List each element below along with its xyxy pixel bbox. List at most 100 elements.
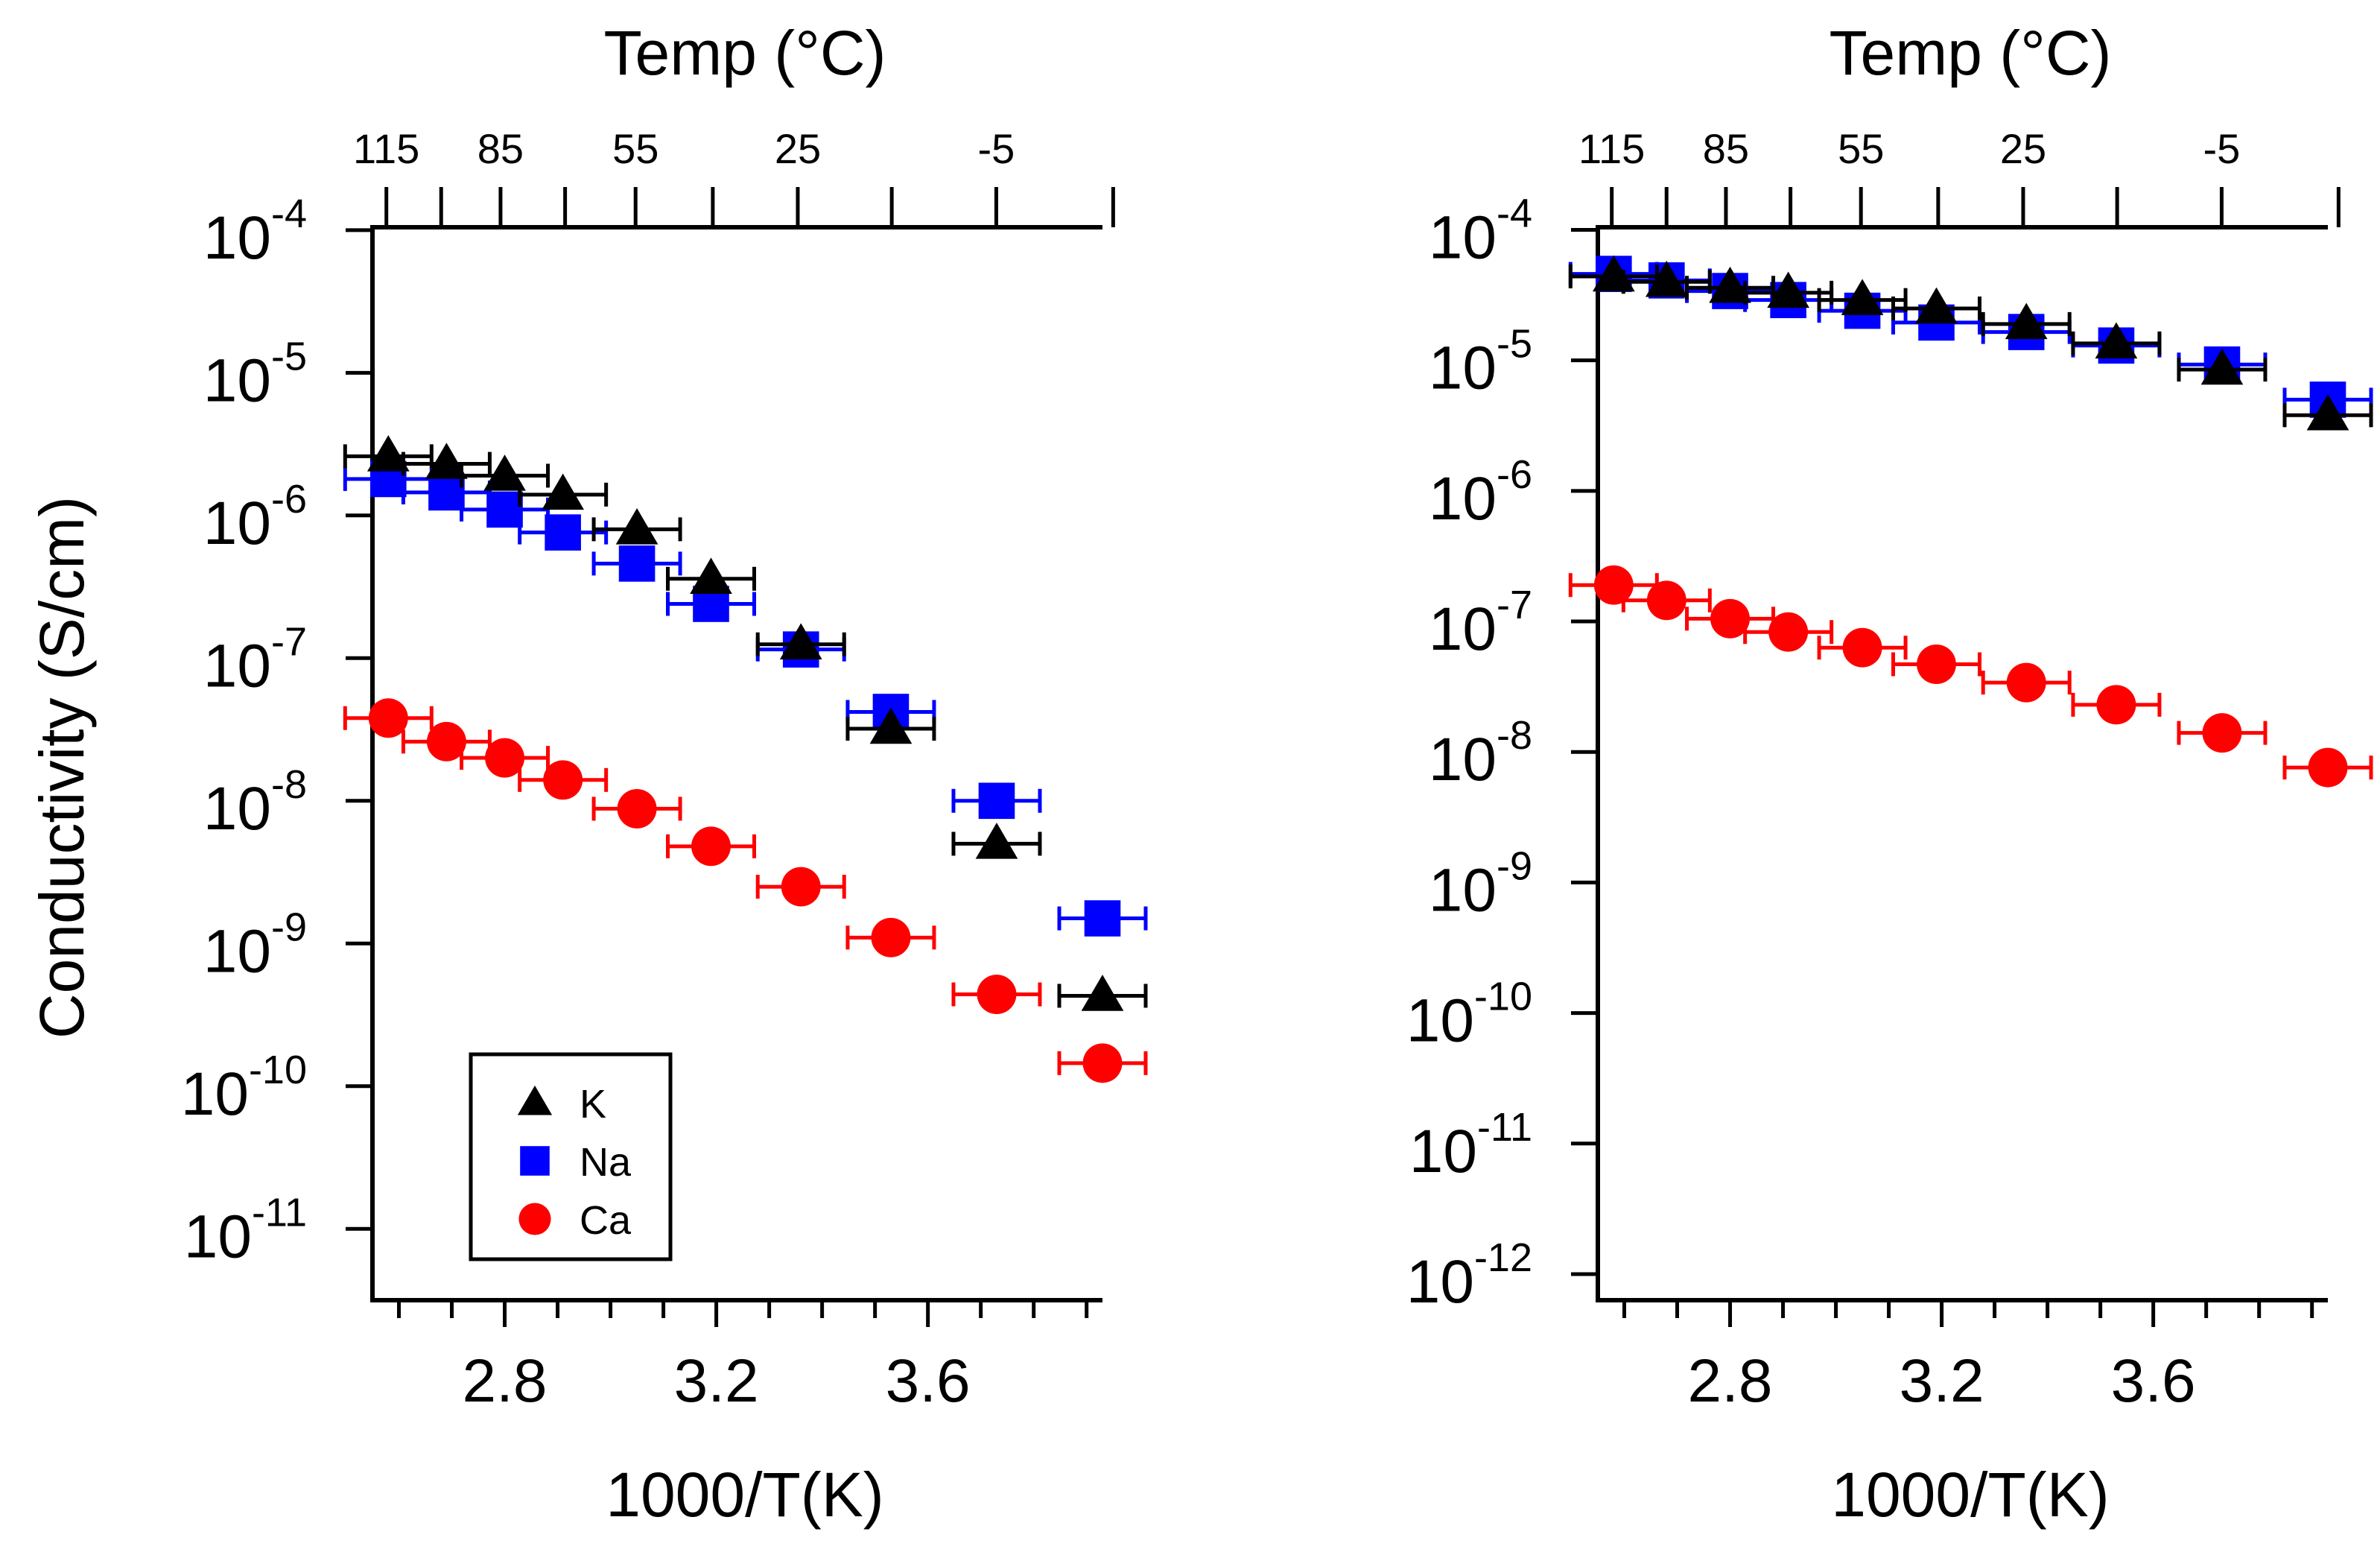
y-axis-title: Conductivity (S/cm) bbox=[27, 496, 97, 1039]
top-tick-label: 115 bbox=[353, 125, 419, 172]
y-tick-label: 10-4 bbox=[203, 191, 307, 272]
top-tick-label: 25 bbox=[775, 125, 821, 172]
legend: K Na Ca bbox=[469, 1052, 673, 1261]
y-tick-exponent: -7 bbox=[1497, 583, 1532, 627]
data-point-ca bbox=[426, 721, 466, 761]
y-tick-exponent: -11 bbox=[1477, 1105, 1532, 1150]
data-point-k bbox=[2306, 393, 2349, 431]
legend-marker-na bbox=[520, 1146, 550, 1176]
y-tick-exponent: -6 bbox=[271, 477, 307, 522]
y-tick-exponent: -12 bbox=[1474, 1235, 1532, 1280]
y-tick-label: 10-5 bbox=[1429, 322, 1532, 402]
y-tick-label: 10-9 bbox=[1429, 843, 1532, 924]
right-panel: 10-1210-1110-1010-910-810-710-610-510-42… bbox=[1406, 18, 2373, 1530]
y-tick-base: 10 bbox=[203, 917, 271, 985]
top-axis-title: Temp (°C) bbox=[1830, 18, 2112, 88]
y-tick-exponent: -8 bbox=[271, 762, 307, 807]
data-point-k bbox=[2005, 303, 2048, 340]
y-tick-base: 10 bbox=[181, 1060, 249, 1128]
top-axis-title: Temp (°C) bbox=[604, 18, 886, 88]
data-point-na bbox=[618, 545, 656, 582]
y-tick-base: 10 bbox=[1406, 1248, 1474, 1316]
data-point-k bbox=[366, 434, 410, 472]
y-tick-label: 10-8 bbox=[1429, 713, 1532, 794]
data-point-na bbox=[428, 474, 465, 511]
y-tick-exponent: -6 bbox=[1497, 452, 1532, 497]
y-tick-base: 10 bbox=[203, 775, 271, 843]
data-point-ca bbox=[2006, 662, 2046, 703]
data-point-ca bbox=[368, 698, 408, 738]
x-tick-label: 2.8 bbox=[463, 1347, 548, 1415]
y-tick-exponent: -9 bbox=[271, 905, 307, 949]
y-tick-exponent: -5 bbox=[1497, 322, 1532, 367]
series-na bbox=[343, 460, 1148, 937]
y-tick-base: 10 bbox=[1429, 465, 1497, 533]
y-tick-label: 10-6 bbox=[1429, 452, 1532, 533]
y-tick-exponent: -10 bbox=[1474, 975, 1532, 1019]
top-tick-label: 55 bbox=[1838, 125, 1884, 172]
legend-label: Na bbox=[580, 1140, 632, 1185]
y-tick-label: 10-11 bbox=[184, 1190, 307, 1270]
data-point-k bbox=[1645, 260, 1688, 297]
series-ca bbox=[343, 698, 1148, 1083]
x-tick-label: 3.2 bbox=[674, 1347, 759, 1415]
data-point-k bbox=[1841, 279, 1884, 315]
data-point-k bbox=[483, 455, 526, 491]
data-point-k bbox=[542, 473, 585, 510]
y-tick-exponent: -7 bbox=[271, 619, 307, 664]
y-tick-base: 10 bbox=[1429, 856, 1497, 924]
data-point-k bbox=[1709, 266, 1751, 303]
x-axis-title: 1000/T(K) bbox=[1831, 1460, 2110, 1530]
y-tick-label: 10-4 bbox=[1429, 191, 1532, 272]
data-point-k bbox=[975, 823, 1018, 859]
series-ca bbox=[1568, 565, 2373, 788]
x-tick-label: 3.6 bbox=[886, 1347, 971, 1415]
data-point-na bbox=[1084, 900, 1121, 937]
data-point-k bbox=[1915, 287, 1958, 324]
y-tick-label: 10-7 bbox=[1429, 583, 1532, 663]
data-point-ca bbox=[691, 826, 731, 867]
x-tick-label: 3.6 bbox=[2111, 1347, 2196, 1415]
legend-label: Ca bbox=[580, 1198, 632, 1243]
data-point-k bbox=[615, 508, 659, 545]
y-tick-base: 10 bbox=[1429, 595, 1497, 663]
y-tick-exponent: -4 bbox=[1497, 191, 1532, 236]
data-point-ca bbox=[1082, 1043, 1123, 1083]
data-point-k bbox=[2095, 322, 2138, 359]
data-point-ca bbox=[781, 867, 821, 907]
y-tick-label: 10-9 bbox=[203, 905, 307, 985]
top-tick-label: -5 bbox=[2203, 125, 2241, 172]
y-tick-base: 10 bbox=[1429, 204, 1497, 272]
data-point-k bbox=[1767, 271, 1810, 308]
series-k bbox=[1568, 255, 2373, 431]
data-point-ca bbox=[871, 917, 911, 957]
data-point-ca bbox=[485, 738, 524, 778]
data-point-na bbox=[486, 491, 523, 528]
legend-label: K bbox=[580, 1082, 606, 1127]
top-tick-label: -5 bbox=[978, 125, 1015, 172]
y-tick-base: 10 bbox=[184, 1203, 252, 1270]
y-tick-base: 10 bbox=[203, 632, 271, 700]
y-tick-base: 10 bbox=[203, 204, 271, 272]
y-tick-base: 10 bbox=[203, 490, 271, 557]
data-point-ca bbox=[1917, 645, 1956, 684]
y-tick-label: 10-7 bbox=[203, 619, 307, 700]
y-tick-exponent: -9 bbox=[1497, 843, 1532, 888]
data-point-k bbox=[425, 443, 468, 479]
y-tick-base: 10 bbox=[1429, 726, 1497, 794]
top-tick-label: 85 bbox=[1703, 125, 1749, 172]
data-point-k bbox=[779, 623, 822, 659]
y-tick-exponent: -11 bbox=[252, 1190, 307, 1235]
x-tick-label: 2.8 bbox=[1688, 1347, 1773, 1415]
y-tick-base: 10 bbox=[1406, 987, 1474, 1055]
data-point-k bbox=[869, 707, 913, 744]
top-tick-label: 115 bbox=[1578, 125, 1645, 172]
y-tick-exponent: -10 bbox=[249, 1048, 307, 1092]
top-tick-label: 25 bbox=[2000, 125, 2046, 172]
y-tick-label: 10-8 bbox=[203, 762, 307, 843]
y-tick-base: 10 bbox=[1409, 1118, 1477, 1185]
data-point-ca bbox=[1842, 627, 1882, 668]
data-point-na bbox=[545, 514, 581, 551]
